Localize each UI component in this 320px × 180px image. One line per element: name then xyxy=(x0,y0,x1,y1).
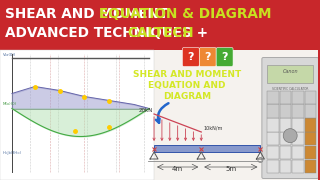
Bar xyxy=(267,146,279,159)
Text: 5m: 5m xyxy=(225,166,236,172)
Text: SHEAR AND MOMENT: SHEAR AND MOMENT xyxy=(5,7,173,21)
Text: EQUATION & DIAGRAM: EQUATION & DIAGRAM xyxy=(99,7,272,21)
FancyBboxPatch shape xyxy=(199,48,216,66)
Bar xyxy=(305,146,316,159)
Text: Canon: Canon xyxy=(282,69,298,74)
Text: CALTECH: CALTECH xyxy=(127,26,194,40)
Bar xyxy=(305,104,316,118)
Text: EQUATION AND: EQUATION AND xyxy=(148,81,226,90)
Text: V(x(0)): V(x(0)) xyxy=(3,53,16,57)
Bar xyxy=(305,160,316,173)
Text: SCIENTIFIC CALCULATOR: SCIENTIFIC CALCULATOR xyxy=(272,87,308,91)
Bar xyxy=(305,132,316,145)
Text: DIAGRAM: DIAGRAM xyxy=(163,92,211,101)
Bar xyxy=(292,118,304,132)
FancyBboxPatch shape xyxy=(216,48,233,66)
Bar xyxy=(292,160,304,173)
Text: ?: ? xyxy=(204,52,211,62)
Text: 4m: 4m xyxy=(172,166,183,172)
Bar xyxy=(280,146,291,159)
Bar xyxy=(280,160,291,173)
Bar xyxy=(280,104,291,118)
FancyArrowPatch shape xyxy=(156,103,168,123)
FancyBboxPatch shape xyxy=(182,48,199,66)
Bar xyxy=(267,132,279,145)
Text: SHEAR AND MOMENT: SHEAR AND MOMENT xyxy=(133,70,241,79)
Bar xyxy=(0,0,318,50)
Bar xyxy=(292,146,304,159)
Bar xyxy=(267,160,279,173)
Bar xyxy=(267,118,279,132)
Bar xyxy=(292,104,304,118)
Text: ?: ? xyxy=(188,52,194,62)
Text: 10kN/m: 10kN/m xyxy=(203,125,223,130)
Bar xyxy=(280,118,291,132)
Bar xyxy=(305,118,316,132)
Text: ADVANCED TECHNIQUES +: ADVANCED TECHNIQUES + xyxy=(5,26,213,40)
Bar xyxy=(0,50,318,180)
Bar xyxy=(292,91,304,104)
Bar xyxy=(280,91,291,104)
Bar xyxy=(154,145,260,152)
FancyBboxPatch shape xyxy=(262,57,318,179)
Text: H=Jb(3H=): H=Jb(3H=) xyxy=(3,151,22,155)
Bar xyxy=(292,132,304,145)
Text: M(x)(0): M(x)(0) xyxy=(3,102,17,105)
Text: ?: ? xyxy=(221,52,228,62)
Text: 20kN: 20kN xyxy=(139,107,153,112)
Bar xyxy=(0,50,154,180)
Circle shape xyxy=(283,129,297,143)
Bar xyxy=(280,132,291,145)
Bar xyxy=(267,65,313,83)
Bar xyxy=(267,104,279,118)
Bar xyxy=(305,91,316,104)
Bar xyxy=(267,91,279,104)
